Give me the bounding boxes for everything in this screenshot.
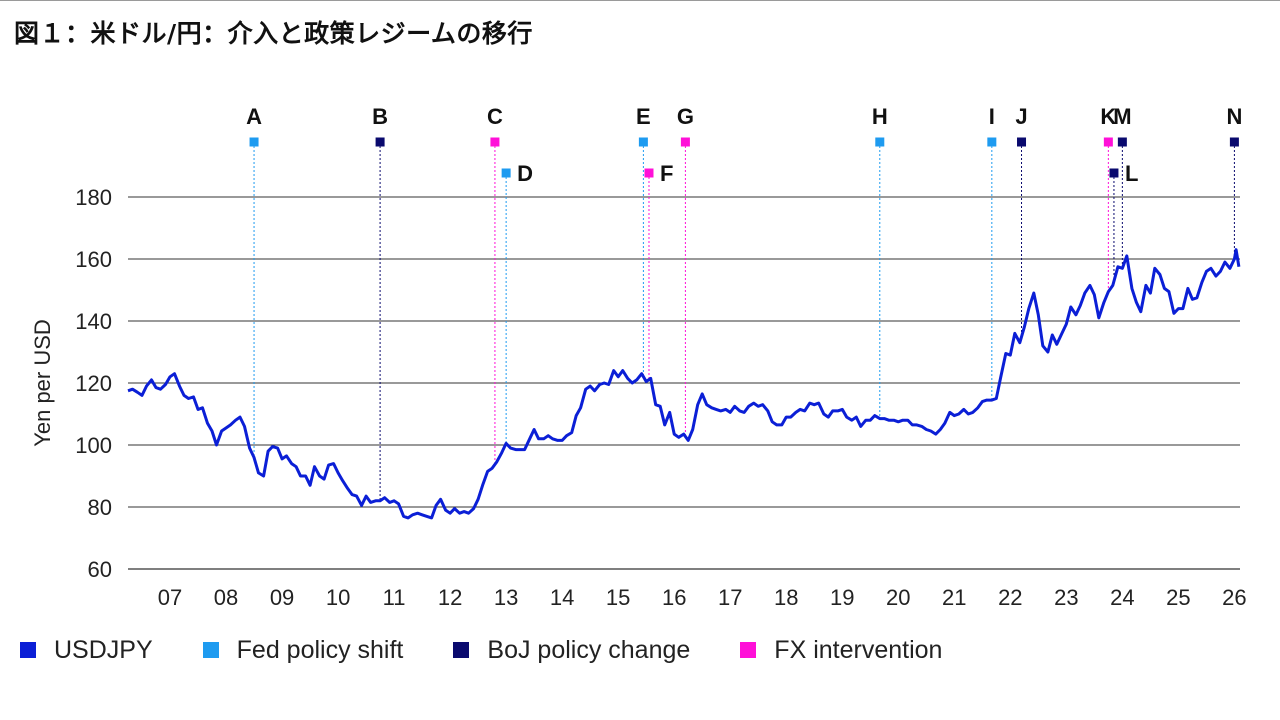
event-label-M: M — [1113, 104, 1131, 129]
event-marker-J — [1017, 137, 1027, 147]
legend-label: FX intervention — [774, 635, 943, 664]
event-marker-E — [638, 137, 648, 147]
event-label-I: I — [989, 104, 995, 129]
event-marker-C — [490, 137, 500, 147]
x-tick-label-08: 08 — [214, 585, 238, 610]
x-tick-label-15: 15 — [606, 585, 630, 610]
x-tick-label-16: 16 — [662, 585, 686, 610]
event-label-F: F — [660, 161, 673, 186]
legend-label: BoJ policy change — [487, 635, 691, 664]
x-tick-label-20: 20 — [886, 585, 910, 610]
y-tick-label-120: 120 — [75, 371, 112, 396]
event-label-K: K — [1100, 104, 1116, 129]
event-label-E: E — [636, 104, 651, 129]
x-tick-label-22: 22 — [998, 585, 1022, 610]
x-tick-label-09: 09 — [270, 585, 294, 610]
event-marker-G — [680, 137, 690, 147]
x-tick-label-19: 19 — [830, 585, 854, 610]
legend-item-2: BoJ policy change — [453, 636, 690, 665]
y-axis-ticks: 60 80 100 120 140 160 180 — [75, 185, 112, 582]
x-tick-label-24: 24 — [1110, 585, 1134, 610]
x-tick-label-17: 17 — [718, 585, 742, 610]
x-axis-ticks: 07 08 09 10 11 12 13 14 15 16 17 18 19 20 21 22 23 24 25 26 — [158, 585, 1247, 610]
legend-swatch — [20, 642, 36, 658]
y-tick-label-180: 180 — [75, 185, 112, 210]
event-marker-L — [1109, 168, 1119, 178]
event-marker-N — [1229, 137, 1239, 147]
event-marker-F — [644, 168, 654, 178]
event-label-C: C — [487, 104, 503, 129]
event-label-N: N — [1226, 104, 1242, 129]
event-marker-I — [987, 137, 997, 147]
x-tick-label-14: 14 — [550, 585, 574, 610]
x-tick-label-23: 23 — [1054, 585, 1078, 610]
x-tick-label-07: 07 — [158, 585, 182, 610]
legend-item-1: Fed policy shift — [202, 635, 404, 665]
x-tick-label-12: 12 — [438, 585, 462, 610]
x-tick-label-18: 18 — [774, 585, 798, 610]
event-label-L: L — [1125, 161, 1138, 186]
event-marker-K — [1103, 137, 1113, 147]
chart-title: 図１：米ドル/円：介入と政策レジームの移行 — [14, 19, 533, 48]
event-label-B: B — [372, 104, 388, 129]
event-label-J: J — [1015, 104, 1027, 129]
y-tick-label-140: 140 — [75, 309, 112, 334]
legend-swatch — [453, 642, 470, 658]
event-label-D: D — [517, 161, 533, 186]
legend-label: Fed policy shift — [236, 635, 404, 664]
chart-legend: USDJPY Fed policy shift BoJ policy change F… — [20, 634, 992, 666]
x-tick-label-26: 26 — [1222, 585, 1246, 610]
x-tick-label-10: 10 — [326, 585, 350, 610]
event-marker-M — [1117, 137, 1127, 147]
y-tick-label-160: 160 — [75, 247, 112, 272]
gridlines — [128, 196, 1240, 570]
event-marker-D — [501, 168, 511, 178]
event-marker-B — [375, 137, 385, 147]
event-marker-H — [875, 137, 885, 147]
x-tick-label-21: 21 — [942, 585, 966, 610]
legend-label: USDJPY — [54, 635, 153, 664]
top-rule — [0, 0, 1280, 1]
legend-item-3: FX intervention — [740, 636, 942, 665]
usdjpy-chart: 60 80 100 120 140 160 180 07 08 09 10 11 12 13 14 15 16… — [30, 104, 1247, 610]
event-label-A: A — [246, 104, 262, 129]
event-label-H: H — [872, 104, 888, 129]
event-label-G: G — [677, 104, 694, 129]
usdjpy-series-line — [127, 248, 1241, 520]
x-tick-label-11: 11 — [383, 585, 406, 610]
y-tick-label-80: 80 — [88, 495, 112, 520]
x-tick-label-13: 13 — [494, 585, 518, 610]
legend-item-0: USDJPY — [20, 636, 153, 665]
legend-swatch — [740, 642, 757, 658]
x-tick-label-25: 25 — [1166, 585, 1190, 610]
legend-swatch — [202, 642, 219, 658]
y-axis-label: Yen per USD — [30, 319, 55, 447]
y-tick-label-60: 60 — [88, 557, 112, 582]
y-tick-label-100: 100 — [75, 433, 112, 458]
event-markers: A B C D E F G H I J K L M N — [246, 104, 1242, 501]
event-marker-A — [249, 137, 259, 147]
